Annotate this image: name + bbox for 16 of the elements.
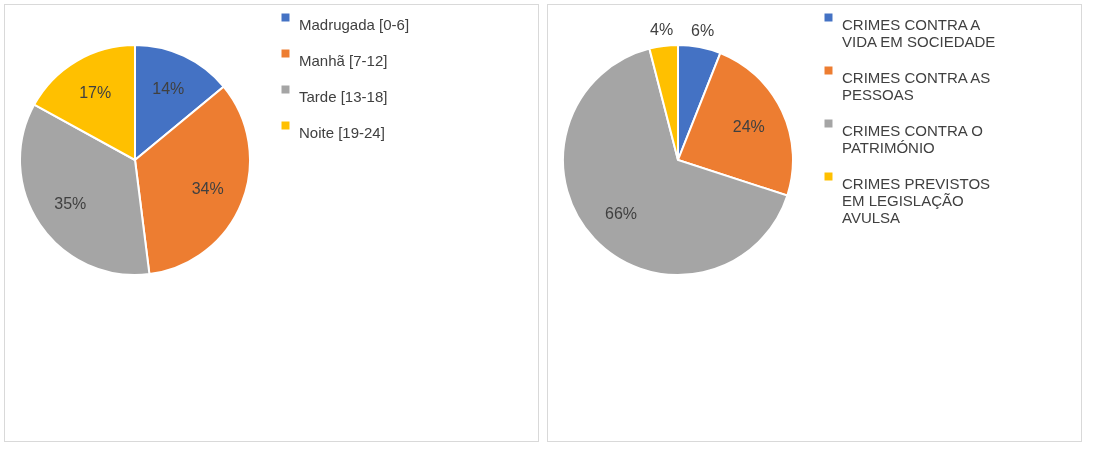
data-label: 24% [732,117,765,135]
data-label: 4% [650,21,674,39]
data-label: 66% [604,204,638,222]
legend-label: Madrugada [0-6] [299,15,410,33]
legend-label: CRIMES CONTRA AS PESSOAS [842,68,991,103]
data-label: 17% [79,83,112,101]
data-label: 35% [54,194,87,212]
legend-label: CRIMES CONTRA O PATRIMÓNIO [842,121,983,156]
legend-label: Tarde [13-18] [299,87,388,105]
legend-label: Noite [19-24] [299,123,385,141]
data-label: 6% [690,22,715,40]
legend-label: CRIMES CONTRA A VIDA EM SOCIEDADE [842,15,996,50]
data-label: 14% [152,80,185,98]
legend-label: CRIMES PREVISTOS EM LEGISLAÇÃO AVULSA [842,174,991,226]
data-label: 34% [191,179,224,197]
legend-label: Manhã [7-12] [299,51,388,69]
